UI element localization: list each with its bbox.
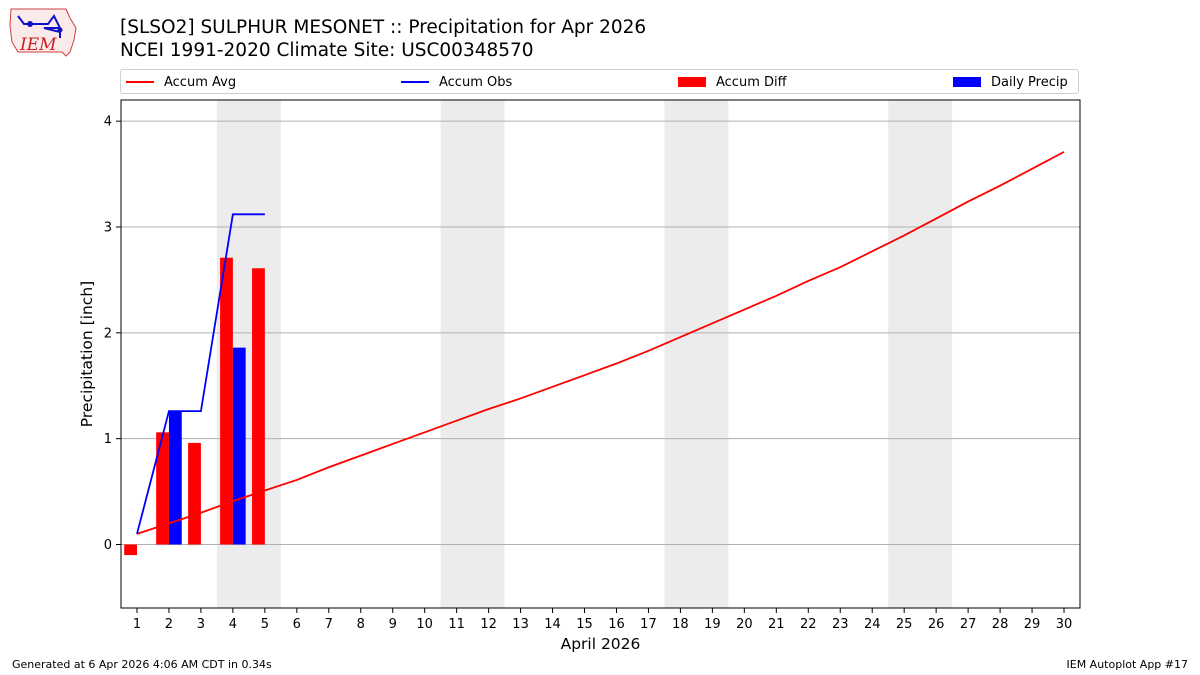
x-tick-label-7: 7 <box>325 617 333 632</box>
x-tick-label-24: 24 <box>864 617 881 632</box>
bar-accum-diff-day-2 <box>156 432 169 545</box>
x-tick-label-19: 19 <box>704 617 721 632</box>
bar-accum-diff-day-4 <box>220 257 233 545</box>
legend-swatch-accum-obs <box>401 81 429 83</box>
x-tick-label-3: 3 <box>197 617 205 632</box>
x-tick-label-21: 21 <box>768 617 785 632</box>
x-tick-label-18: 18 <box>672 617 689 632</box>
legend-item-accum-diff: Accum Diff <box>678 73 787 91</box>
x-tick-label-13: 13 <box>512 617 529 632</box>
y-axis-label: Precipitation [inch] <box>78 281 96 427</box>
legend-label-accum-diff: Accum Diff <box>716 74 787 90</box>
x-tick-label-14: 14 <box>544 617 561 632</box>
line-accum-obs <box>136 213 265 535</box>
weekend-band-4 <box>888 100 953 608</box>
x-tick-label-28: 28 <box>992 617 1009 632</box>
x-axis-label: April 2026 <box>561 635 641 653</box>
legend-label-accum-obs: Accum Obs <box>439 74 513 90</box>
x-tick-label-11: 11 <box>448 617 465 632</box>
x-tick-label-12: 12 <box>480 617 497 632</box>
x-tick-label-9: 9 <box>389 617 397 632</box>
bar-accum-diff-day-1 <box>124 544 137 556</box>
y-tick-label-4: 4 <box>104 115 112 130</box>
x-tick-label-8: 8 <box>357 617 365 632</box>
y-tick-label-3: 3 <box>104 221 112 236</box>
iem-logo: IEM <box>8 6 80 60</box>
x-tick-label-6: 6 <box>293 617 301 632</box>
legend-item-accum-avg: Accum Avg <box>126 73 236 91</box>
legend-swatch-daily-precip <box>953 77 981 87</box>
x-tick-label-30: 30 <box>1056 617 1073 632</box>
x-tick-label-16: 16 <box>608 617 625 632</box>
x-tick-label-15: 15 <box>576 617 593 632</box>
bar-accum-diff-day-3 <box>188 442 201 545</box>
x-tick-label-10: 10 <box>416 617 433 632</box>
y-tick-label-2: 2 <box>104 326 112 341</box>
legend-label-daily-precip: Daily Precip <box>991 74 1068 90</box>
x-tick-label-4: 4 <box>229 617 237 632</box>
bar-accum-diff-day-5 <box>252 268 265 545</box>
x-tick-label-27: 27 <box>960 617 977 632</box>
x-tick-label-26: 26 <box>928 617 945 632</box>
x-tick-label-23: 23 <box>832 617 849 632</box>
chart-title: [SLSO2] SULPHUR MESONET :: Precipitation… <box>120 17 647 38</box>
legend-label-accum-avg: Accum Avg <box>164 74 237 90</box>
plot-frame <box>120 99 1081 609</box>
chart-legend: Accum Avg Accum Obs Accum Diff Daily Pre… <box>120 69 1079 94</box>
legend-swatch-accum-avg <box>126 81 154 83</box>
legend-item-daily-precip: Daily Precip <box>953 73 1068 91</box>
legend-item-accum-obs: Accum Obs <box>401 73 512 91</box>
x-tick-label-1: 1 <box>133 617 141 632</box>
y-tick-label-1: 1 <box>104 432 112 447</box>
logo-text: IEM <box>19 35 57 55</box>
legend-swatch-accum-diff <box>678 77 706 87</box>
chart-subtitle: NCEI 1991-2020 Climate Site: USC00348570 <box>120 40 534 61</box>
x-tick-label-25: 25 <box>896 617 913 632</box>
bar-daily-precip-day-2 <box>168 411 182 545</box>
x-tick-label-20: 20 <box>736 617 753 632</box>
y-tick-label-0: 0 <box>104 538 112 553</box>
weekend-band-3 <box>664 100 729 608</box>
x-tick-label-29: 29 <box>1024 617 1041 632</box>
bar-daily-precip-day-4 <box>232 347 246 545</box>
line-accum-avg <box>136 151 1065 535</box>
x-tick-label-17: 17 <box>640 617 657 632</box>
x-tick-label-5: 5 <box>261 617 269 632</box>
x-tick-label-22: 22 <box>800 617 817 632</box>
weekend-band-2 <box>440 100 505 608</box>
footer-app-id: IEM Autoplot App #17 <box>1066 658 1189 671</box>
x-tick-label-2: 2 <box>165 617 173 632</box>
footer-generated: Generated at 6 Apr 2026 4:06 AM CDT in 0… <box>12 658 272 671</box>
